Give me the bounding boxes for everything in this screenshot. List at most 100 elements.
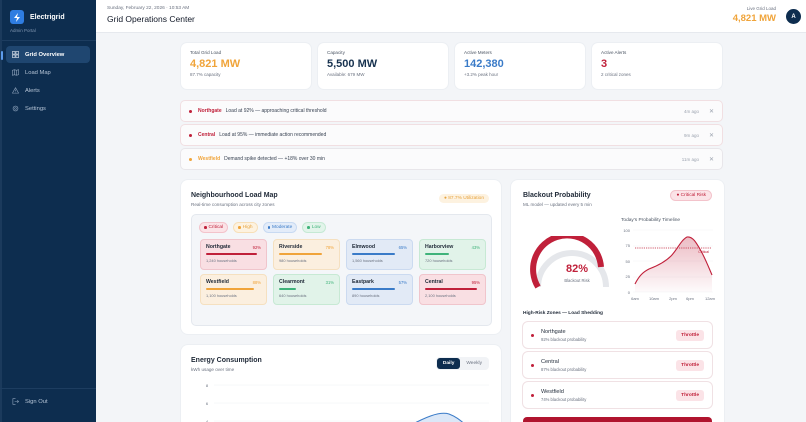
stat-sub: +3.2% peak hour bbox=[464, 72, 499, 77]
alert-dot-icon bbox=[189, 109, 192, 113]
stat-sub: 2 critical zones bbox=[601, 72, 631, 77]
zone-load-bar bbox=[352, 288, 395, 290]
card-title: Blackout Probability bbox=[523, 192, 591, 199]
dot-icon bbox=[531, 333, 534, 337]
zone-tile-eastpark[interactable]: Eastpark 57% 890 households bbox=[346, 274, 413, 305]
stat-value: 142,380 bbox=[464, 58, 504, 70]
svg-text:12am: 12am bbox=[705, 296, 716, 301]
energy-consumption-card: Energy Consumption kWh usage over time D… bbox=[181, 345, 501, 422]
stat-card-total-load: Total Grid Load 4,821 MW 87.7% capacity bbox=[181, 43, 311, 89]
zone-name: Westfield bbox=[541, 388, 564, 395]
zone-load-bar bbox=[425, 253, 449, 255]
sidebar-item-load-map[interactable]: Load Map bbox=[6, 64, 90, 81]
divider bbox=[0, 388, 96, 389]
sign-out-button[interactable]: Sign Out bbox=[12, 398, 48, 405]
dot-icon bbox=[531, 393, 534, 397]
sidebar-item-label: Load Map bbox=[25, 69, 51, 76]
zone-load-bar bbox=[279, 253, 322, 255]
zone-households: 980 households bbox=[279, 258, 307, 263]
zone-pct: 78% bbox=[325, 244, 334, 250]
zone-tile-elmwood[interactable]: Elmwood 65% 1,560 households bbox=[346, 239, 413, 270]
zone-tile-central[interactable]: Central 95% 2,100 households bbox=[419, 274, 486, 305]
zone-name: Central bbox=[425, 279, 443, 285]
zone-name: Northgate bbox=[541, 328, 566, 335]
map-area: Critical High Moderate Low Northgate 92% … bbox=[191, 214, 492, 326]
stat-value: 4,821 MW bbox=[190, 58, 241, 70]
map-icon bbox=[12, 69, 19, 76]
high-risk-zone-row: Westfield 74% blackout probability Thrott… bbox=[523, 382, 712, 408]
dot-icon bbox=[238, 226, 241, 229]
legend-low[interactable]: Low bbox=[302, 222, 326, 233]
alert-time: 9m ago bbox=[683, 132, 699, 138]
dot-icon bbox=[307, 226, 310, 229]
map-legend: Critical High Moderate Low bbox=[192, 215, 491, 233]
tab-daily[interactable]: Daily bbox=[436, 358, 461, 369]
svg-text:6am: 6am bbox=[631, 296, 639, 301]
live-grid-load-label: Live Grid Load bbox=[746, 6, 776, 11]
sidebar-nav: Grid Overview Load Map Alerts Settings bbox=[0, 41, 96, 117]
sidebar-item-label: Settings bbox=[25, 105, 46, 112]
stat-label: Active Alerts bbox=[601, 50, 627, 55]
zone-pct: 95% bbox=[471, 279, 480, 285]
card-title: Energy Consumption bbox=[191, 357, 262, 364]
legend-label: Critical bbox=[208, 225, 224, 230]
sign-out-icon bbox=[12, 398, 19, 405]
svg-text:25: 25 bbox=[626, 274, 631, 279]
high-risk-title: High-Risk Zones — Load Shedding bbox=[523, 311, 603, 316]
zone-tile-riverside[interactable]: Riverside 78% 980 households bbox=[273, 239, 340, 270]
period-toggle: Daily Weekly bbox=[435, 357, 489, 370]
zone-load-bar bbox=[279, 288, 297, 290]
sidebar-item-label: Grid Overview bbox=[25, 51, 65, 58]
dot-icon bbox=[204, 226, 207, 229]
sidebar-item-alerts[interactable]: Alerts bbox=[6, 82, 90, 99]
legend-high[interactable]: High bbox=[233, 222, 258, 233]
alert-zone: Westfield bbox=[198, 156, 221, 162]
tab-weekly[interactable]: Weekly bbox=[466, 361, 482, 366]
throttle-button[interactable]: Throttle bbox=[676, 329, 704, 341]
stat-label: Total Grid Load bbox=[190, 50, 222, 55]
load-shedding-button[interactable] bbox=[523, 417, 712, 422]
zone-name: Riverside bbox=[279, 244, 303, 250]
throttle-button[interactable]: Throttle bbox=[676, 359, 704, 371]
utilization-value: 87.7% Utilization bbox=[448, 196, 484, 201]
zone-tile-westfield[interactable]: Westfield 88% 1,100 households bbox=[200, 274, 267, 305]
dot-icon bbox=[531, 363, 534, 367]
legend-label: Low bbox=[311, 225, 321, 230]
zone-name: Northgate bbox=[206, 244, 231, 250]
legend-label: Moderate bbox=[272, 225, 293, 230]
avatar[interactable]: A bbox=[786, 9, 801, 24]
sidebar-item-settings[interactable]: Settings bbox=[6, 100, 90, 117]
zone-tile-clearmont[interactable]: Clearmont 31% 640 households bbox=[273, 274, 340, 305]
live-grid-load-value: 4,821 MW bbox=[732, 13, 776, 24]
zone-households: 1,100 households bbox=[206, 293, 237, 298]
zone-name: Central bbox=[541, 358, 560, 365]
zone-load-bar bbox=[206, 288, 255, 290]
alert-row: Northgate Load at 92% — approaching crit… bbox=[181, 101, 722, 121]
legend-critical[interactable]: Critical bbox=[199, 222, 229, 233]
alert-row: Westfield Demand spike detected — +18% o… bbox=[181, 149, 722, 169]
sidebar-item-grid-overview[interactable]: Grid Overview bbox=[6, 46, 90, 63]
risk-gauge bbox=[530, 236, 609, 289]
legend-moderate[interactable]: Moderate bbox=[262, 222, 298, 233]
alert-time: 4m ago bbox=[683, 108, 699, 114]
zone-tile-northgate[interactable]: Northgate 92% 1,240 households bbox=[200, 239, 267, 270]
zone-pct: 31% bbox=[325, 279, 334, 285]
zone-households: 1,560 households bbox=[352, 258, 383, 263]
close-icon[interactable]: ✕ bbox=[708, 132, 714, 139]
zone-load-bar bbox=[206, 253, 257, 255]
high-risk-zone-row: Northgate 92% blackout probability Thrott… bbox=[523, 322, 712, 348]
throttle-button[interactable]: Throttle bbox=[676, 389, 704, 401]
sidebar: Electrigrid Admin Portal Grid Overview L… bbox=[0, 0, 96, 422]
svg-text:75: 75 bbox=[626, 243, 631, 248]
zone-probability: 74% blackout probability bbox=[541, 396, 587, 402]
close-icon[interactable]: ✕ bbox=[708, 108, 714, 115]
zone-households: 720 households bbox=[425, 258, 453, 263]
utilization-badge: ● 87.7% Utilization bbox=[439, 194, 489, 203]
grid-icon bbox=[12, 51, 19, 58]
stat-value: 3 bbox=[601, 58, 608, 70]
svg-text:0: 0 bbox=[628, 290, 631, 295]
zone-tile-harborview[interactable]: Harborview 43% 720 households bbox=[419, 239, 486, 270]
top-bar: Sunday, February 22, 2026 · 10:53 AM Gri… bbox=[96, 0, 806, 33]
close-icon[interactable]: ✕ bbox=[708, 156, 714, 163]
high-risk-zone-row: Central 87% blackout probability Throttle bbox=[523, 352, 712, 378]
